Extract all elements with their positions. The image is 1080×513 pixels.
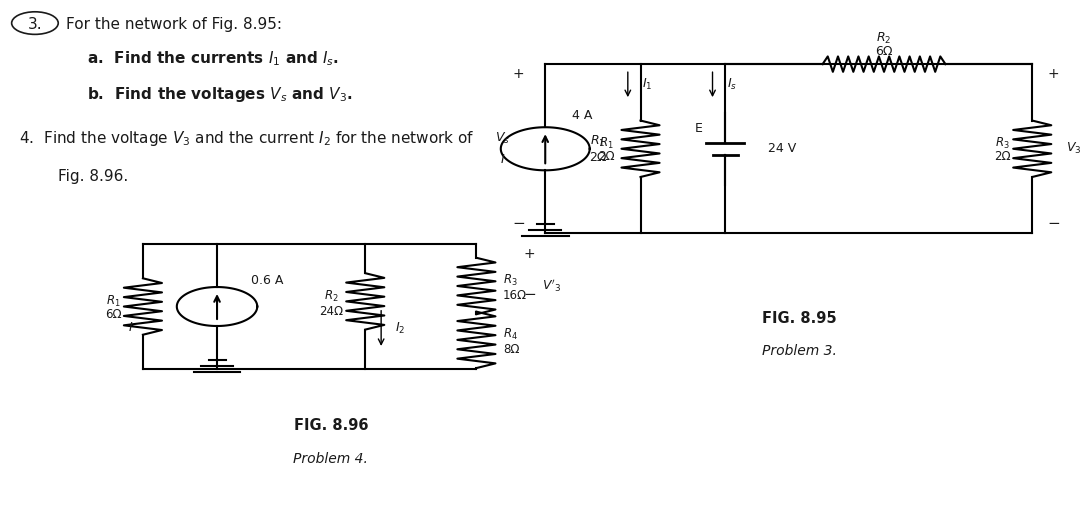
Text: 0.6 A: 0.6 A <box>251 274 283 287</box>
Text: −: − <box>1047 215 1059 231</box>
Text: 4 A: 4 A <box>571 109 592 122</box>
Text: $R_1$: $R_1$ <box>106 294 121 309</box>
Text: 16Ω: 16Ω <box>503 289 527 302</box>
Text: FIG. 8.96: FIG. 8.96 <box>294 418 368 433</box>
Text: For the network of Fig. 8.95:: For the network of Fig. 8.95: <box>66 17 282 32</box>
Text: $R_3$: $R_3$ <box>996 136 1010 151</box>
Text: 24Ω: 24Ω <box>320 305 343 318</box>
Text: $R_4$: $R_4$ <box>503 327 517 342</box>
Text: $R_2$: $R_2$ <box>876 31 892 46</box>
Text: +: + <box>1048 67 1059 82</box>
Text: $R_1$
2Ω: $R_1$ 2Ω <box>590 134 607 164</box>
Text: −: − <box>523 287 536 303</box>
Text: $I$: $I$ <box>127 321 133 333</box>
Text: $R_2$: $R_2$ <box>324 289 339 304</box>
Text: $I_2$: $I_2$ <box>395 321 405 336</box>
Text: 2Ω: 2Ω <box>995 150 1011 163</box>
Text: +: + <box>524 247 536 261</box>
Text: 3.: 3. <box>28 17 42 32</box>
Text: Fig. 8.96.: Fig. 8.96. <box>58 169 129 185</box>
Text: Problem 3.: Problem 3. <box>761 344 837 359</box>
Text: $R_1$: $R_1$ <box>599 136 613 151</box>
Text: a.  Find the currents $I_1$ and $I_s$.: a. Find the currents $I_1$ and $I_s$. <box>86 50 339 68</box>
Text: +: + <box>513 67 525 82</box>
Text: $I$: $I$ <box>500 152 505 166</box>
Text: E: E <box>694 122 703 135</box>
Text: Problem 4.: Problem 4. <box>294 452 368 466</box>
Text: $V_3$: $V_3$ <box>1066 141 1080 156</box>
Text: 8Ω: 8Ω <box>503 343 519 356</box>
Text: $I_1$: $I_1$ <box>642 77 652 92</box>
Text: 2Ω: 2Ω <box>598 150 615 163</box>
Text: b.  Find the voltages $V_s$ and $V_3$.: b. Find the voltages $V_s$ and $V_3$. <box>86 85 352 105</box>
Text: $R_3$: $R_3$ <box>503 273 517 288</box>
Text: −: − <box>512 215 525 231</box>
Text: 6Ω: 6Ω <box>105 308 122 321</box>
Text: 24 V: 24 V <box>768 142 796 155</box>
Text: $V_s$: $V_s$ <box>496 131 511 146</box>
Text: 4.  Find the voltage $V_3$ and the current $I_2$ for the network of: 4. Find the voltage $V_3$ and the curren… <box>19 129 475 148</box>
Text: 6Ω: 6Ω <box>875 45 893 58</box>
Text: $V'_3$: $V'_3$ <box>542 278 562 294</box>
Text: FIG. 8.95: FIG. 8.95 <box>762 310 837 326</box>
Text: $I_s$: $I_s$ <box>727 77 737 92</box>
